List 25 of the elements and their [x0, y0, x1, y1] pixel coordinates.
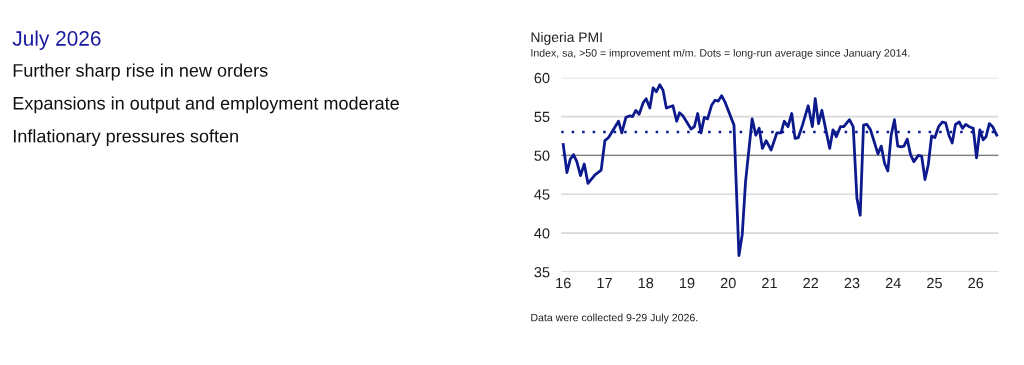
text: Inflationary pressures soften [13, 129, 238, 147]
text: Expansions in output and employment moderate [13, 96, 399, 114]
chart-title: Nigeria PMI [531, 31, 602, 45]
y-tick-label: 35 [534, 267, 550, 278]
x-tick-label: 17 [597, 278, 612, 289]
y-tick-label: 45 [534, 189, 550, 200]
x-tick-label: 19 [679, 277, 695, 289]
x-tick-label: 18 [638, 277, 654, 289]
x-tick-label: 24 [885, 277, 901, 289]
y-tick-label: 50 [534, 150, 550, 161]
x-tick-label: 23 [844, 277, 860, 289]
y-tick-label: 55 [534, 111, 550, 123]
x-tick-label: 26 [968, 277, 984, 289]
y-tick-label: 40 [534, 228, 550, 239]
x-tick-label: 25 [927, 277, 942, 289]
x-tick-label: 20 [720, 277, 736, 289]
line-series [561, 83, 999, 257]
chart-subtitle: Index, sa, >50 = improvement m/m. Dots = long-run average since January 2014. [531, 48, 910, 59]
x-tick-label: 21 [762, 277, 777, 289]
y-tick-label: 60 [534, 72, 550, 84]
x-tick-label: 22 [803, 277, 819, 289]
x-tick-label: 16 [556, 277, 571, 289]
text: July 2026 [12, 30, 101, 50]
text: Further sharp rise in new orders [13, 63, 268, 81]
text: Data were collected 9-29 July 2026. [531, 313, 698, 324]
